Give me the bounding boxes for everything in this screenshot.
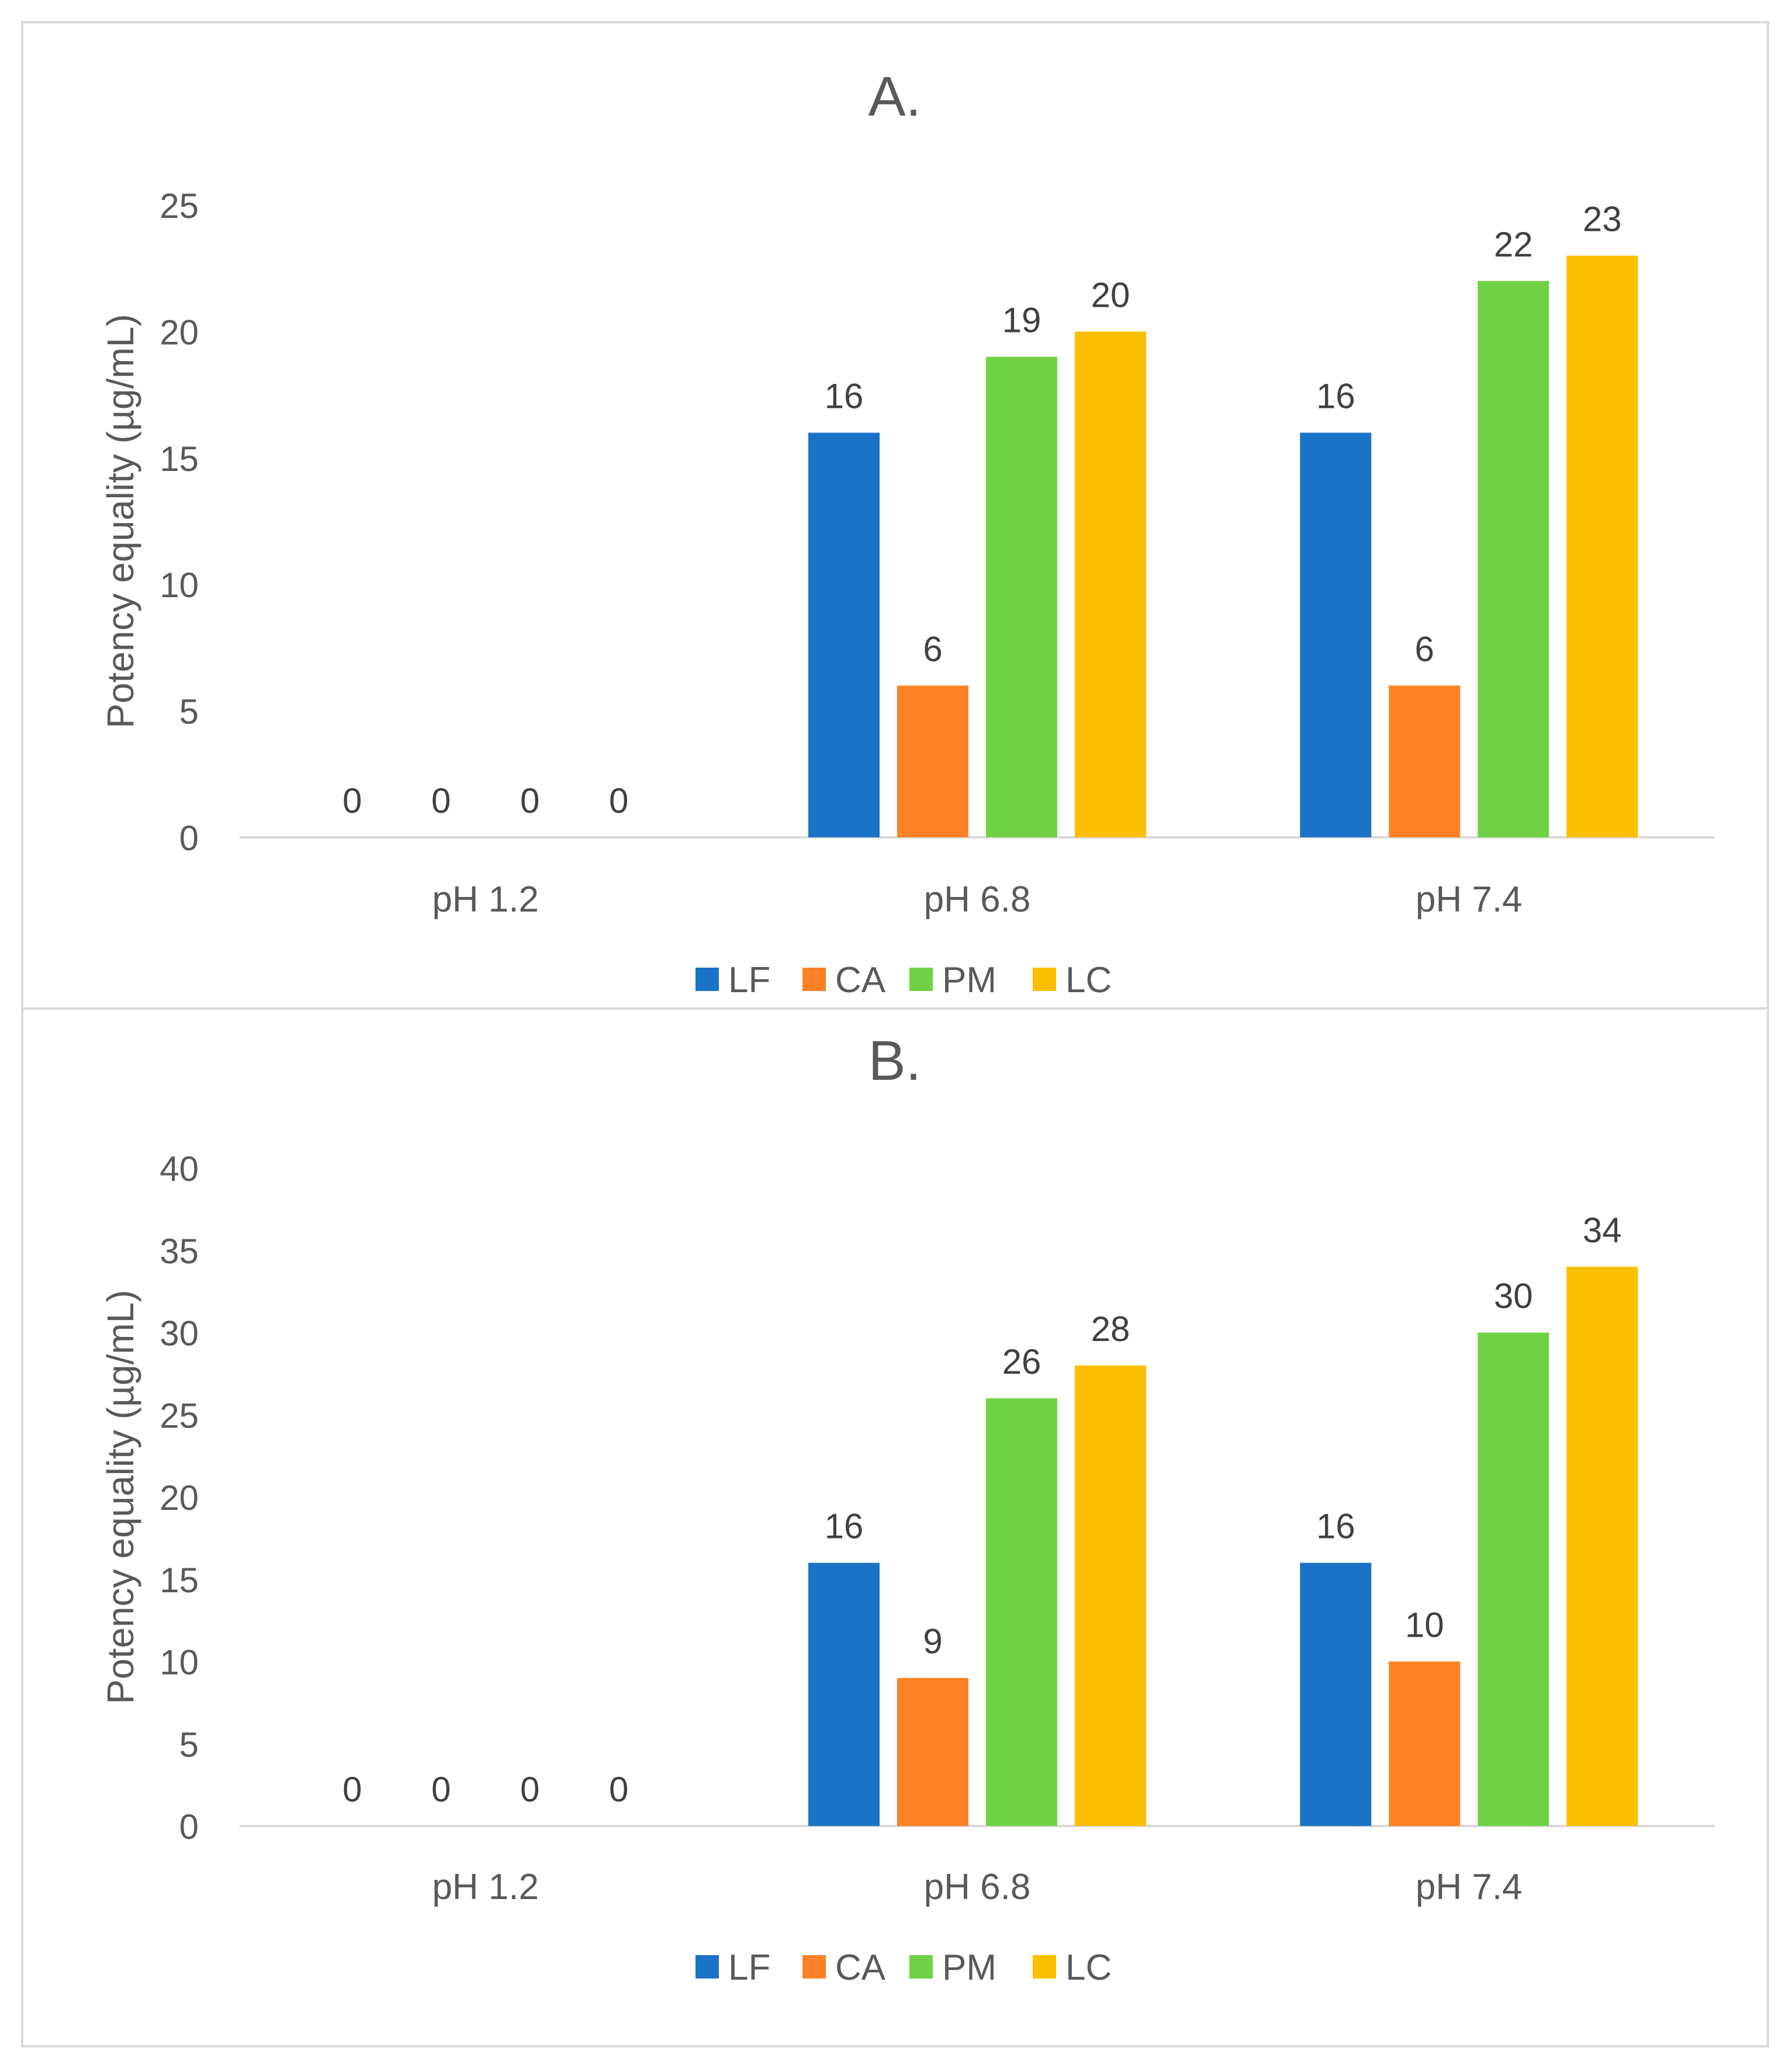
chart-b-x-tick-label: pH 1.2 [432,1867,539,1907]
chart-b-legend-label-ca: CA [835,1948,886,1988]
chart-a-y-axis-label: Potency equality (µg/mL) [99,314,141,728]
chart-a-y-tick-label: 10 [160,566,199,605]
chart-b-data-label-lf-2: 16 [1316,1507,1355,1546]
chart-a-data-label-ca-1: 6 [923,629,942,668]
chart-a-bar-pm-2 [1477,280,1549,838]
chart-b-y-tick-label: 5 [179,1725,199,1764]
chart-b-bar-ca-2 [1389,1661,1461,1826]
chart-b-bar-lf-2 [1300,1562,1372,1826]
chart-a-x-tick-label: pH 1.2 [432,879,539,920]
chart-b-data-label-lf-0: 0 [342,1770,362,1809]
chart-a-y-tick-label: 20 [160,313,199,352]
chart-b-y-tick-label: 15 [160,1561,199,1600]
chart-b-y-tick-label: 25 [160,1396,199,1435]
chart-a-legend-swatch-ca [802,968,826,991]
chart-b-legend-swatch-lf [695,1955,719,1979]
chart-b-x-tick-label: pH 6.8 [924,1867,1031,1907]
chart-b-data-label-lc-2: 34 [1583,1211,1622,1250]
chart-a-data-label-lf-0: 0 [342,781,362,820]
chart-b-data-label-pm-2: 30 [1494,1277,1533,1316]
chart-b-legend-label-lc: LC [1065,1948,1112,1988]
chart-a-legend-label-pm: PM [942,960,996,1000]
chart-a-legend-label-lc: LC [1065,960,1112,1000]
chart-a-bar-ca-2 [1389,685,1461,837]
chart-b-bar-lf-1 [808,1562,880,1826]
chart-b-x-tick-label: pH 7.4 [1416,1867,1522,1907]
chart-b-legend-swatch-ca [802,1955,826,1979]
chart-b-data-label-ca-0: 0 [431,1770,451,1809]
chart-a-bar-ca-1 [897,685,968,837]
chart-b-data-label-pm-1: 26 [1002,1342,1041,1381]
chart-a-y-tick-label: 0 [179,819,199,858]
chart-a-y-tick-label: 15 [160,439,199,479]
chart-b-y-tick-label: 30 [160,1314,199,1353]
chart-b-data-label-pm-0: 0 [520,1770,539,1809]
chart-b-legend-label-pm: PM [942,1948,996,1988]
chart-b-title: B. [868,1030,922,1092]
chart-b-data-label-lf-1: 16 [825,1507,864,1546]
chart-a-bar-lc-2 [1566,255,1638,837]
chart-a-data-label-lc-0: 0 [609,781,628,820]
chart-a-data-label-ca-2: 6 [1415,629,1434,668]
chart-a-data-label-ca-0: 0 [431,781,451,820]
chart-b-legend-swatch-pm [909,1955,933,1979]
chart-a-legend-label-ca: CA [835,960,886,1000]
chart-a-legend-swatch-lc [1033,968,1056,991]
chart-b-bar-lc-2 [1566,1266,1638,1826]
chart-b-y-tick-label: 40 [160,1149,199,1189]
chart-b-data-label-lc-1: 28 [1091,1309,1130,1349]
chart-a-title: A. [868,65,922,128]
chart-a-bar-lf-2 [1300,432,1372,837]
chart-a-bar-lf-1 [808,432,880,837]
chart-panel-b: B. Potency equality (µg/mL) 0 5 10 15 20 25 30 35… [21,1007,1769,2047]
chart-panel-a: A. Potency equality (µg/mL) 0 5 10 15 20 25 0 0 0 0… [21,21,1769,1016]
chart-b-legend-label-lf: LF [728,1948,770,1988]
chart-a-data-label-pm-2: 22 [1494,225,1533,264]
chart-a-x-tick-label: pH 7.4 [1416,879,1522,920]
chart-a-legend-label-lf: LF [728,960,770,1000]
chart-a-data-label-pm-1: 19 [1002,301,1041,340]
chart-b-y-axis-label: Potency equality (µg/mL) [99,1290,141,1704]
chart-a-data-label-lf-1: 16 [825,377,864,416]
chart-a-bar-pm-1 [986,356,1057,837]
chart-b-bar-pm-1 [986,1398,1057,1826]
chart-b-data-label-ca-1: 9 [923,1622,942,1661]
chart-b-data-label-lc-0: 0 [609,1770,628,1809]
chart-b-bar-lc-1 [1075,1365,1146,1826]
chart-a-data-label-lc-1: 20 [1091,275,1130,314]
chart-a-legend-swatch-lf [695,968,719,991]
chart-b-y-tick-label: 0 [179,1807,199,1846]
chart-b-bar-pm-2 [1477,1332,1549,1826]
chart-b-y-tick-label: 20 [160,1478,199,1517]
chart-b-y-tick-label: 35 [160,1232,199,1271]
chart-b-bar-ca-1 [897,1678,968,1826]
chart-b-data-label-ca-2: 10 [1405,1606,1444,1645]
chart-b-legend-swatch-lc [1033,1955,1056,1979]
chart-a-legend-swatch-pm [909,968,933,991]
chart-a-data-label-lc-2: 23 [1583,200,1622,239]
chart-a-y-tick-label: 25 [160,186,199,226]
chart-b-y-tick-label: 10 [160,1643,199,1682]
chart-a-y-tick-label: 5 [179,692,199,732]
chart-a-data-label-pm-0: 0 [520,781,539,820]
chart-a-bar-lc-1 [1075,331,1146,837]
chart-a-data-label-lf-2: 16 [1316,377,1355,416]
chart-a-svg: A. Potency equality (µg/mL) 0 5 10 15 20 25 0 0 0 0… [99,65,1715,1000]
chart-b-svg: B. Potency equality (µg/mL) 0 5 10 15 20 25 30 35… [99,1030,1715,1988]
chart-a-x-tick-label: pH 6.8 [924,879,1031,920]
